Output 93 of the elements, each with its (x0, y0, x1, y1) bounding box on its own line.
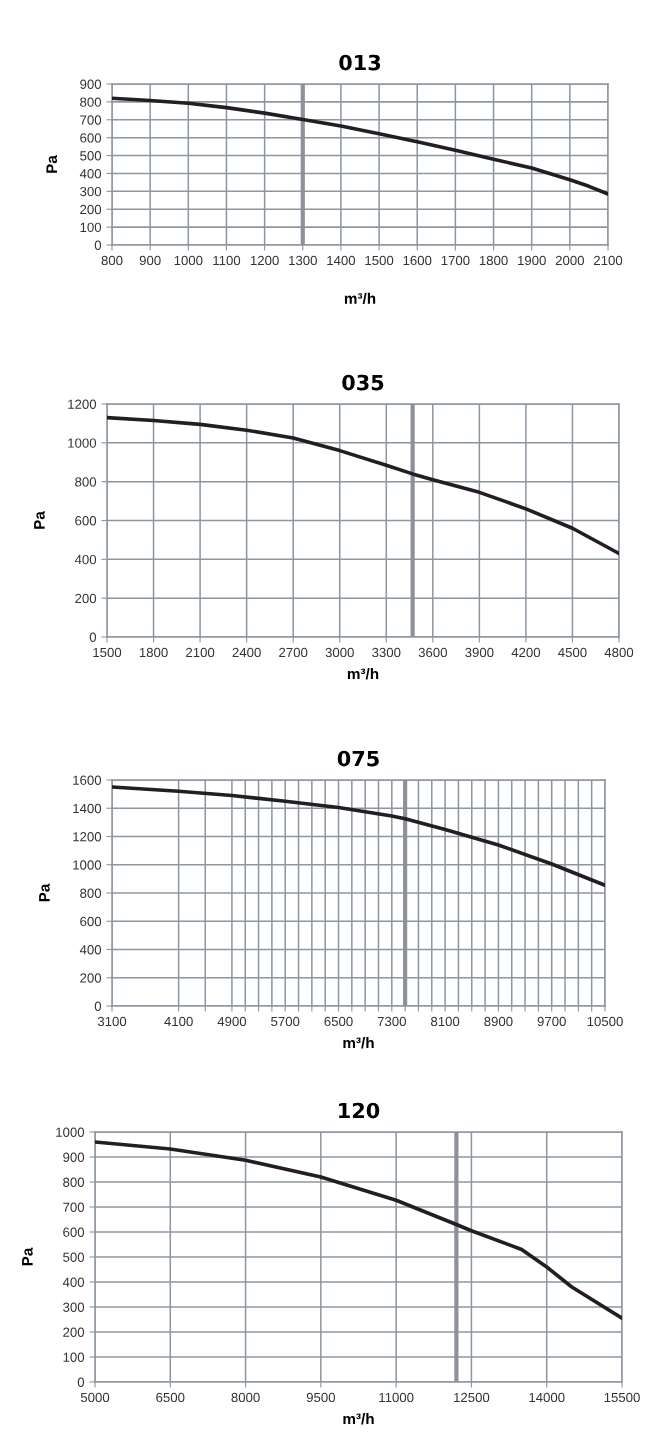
y-tick-label: 900 (63, 1152, 85, 1162)
x-tick-label: 9700 (537, 1016, 566, 1027)
x-tick-label: 1500 (93, 647, 122, 658)
x-tick-label: 3300 (372, 647, 401, 658)
x-tick-label: 3600 (418, 647, 447, 658)
x-tick-label: 8000 (231, 1392, 260, 1403)
x-tick-label: 4200 (511, 647, 541, 658)
y-tick-label: 800 (63, 1177, 85, 1187)
x-tick-label: 2100 (593, 255, 623, 266)
x-tick-label: 14000 (529, 1392, 565, 1403)
x-tick-label: 6500 (324, 1016, 353, 1027)
y-tick-label: 800 (80, 888, 102, 898)
x-tick-label: 5700 (271, 1016, 300, 1027)
x-tick-label: 4900 (217, 1016, 247, 1027)
x-tick-label: 900 (139, 255, 161, 266)
x-tick-label: 3900 (465, 647, 494, 658)
x-tick-label: 6500 (156, 1392, 185, 1403)
y-tick-label: 0 (94, 1001, 102, 1011)
y-tick-label: 300 (80, 186, 102, 197)
x-tick-label: 1900 (518, 255, 546, 266)
x-tick-label: 11000 (379, 1392, 414, 1403)
y-tick-label: 1000 (68, 438, 97, 448)
x-tick-label: 4800 (604, 647, 634, 658)
x-tick-label: 1800 (139, 647, 168, 658)
y-tick-label: 100 (80, 222, 102, 233)
x-tick-label: 1500 (365, 255, 394, 266)
x-tick-label: 10500 (587, 1016, 623, 1027)
y-tick-label: 1000 (56, 1127, 85, 1137)
y-tick-label: 600 (75, 516, 97, 526)
x-tick-label: 2000 (555, 255, 585, 266)
y-tick-label: 400 (74, 554, 97, 565)
x-tick-label: 12500 (454, 1392, 490, 1403)
y-tick-label: 500 (80, 151, 102, 161)
y-axis-title: Pa (22, 1247, 33, 1266)
y-tick-label: 600 (80, 916, 102, 927)
x-tick-label: 800 (101, 255, 123, 266)
x-tick-label: 1400 (327, 255, 356, 266)
x-tick-label: 1700 (441, 255, 470, 266)
y-tick-label: 500 (63, 1252, 85, 1262)
y-tick-label: 1600 (73, 775, 102, 785)
x-tick-label: 15500 (604, 1392, 640, 1403)
x-tick-label: 1300 (289, 255, 317, 266)
y-tick-label: 200 (80, 973, 102, 983)
y-tick-label: 100 (63, 1352, 85, 1362)
y-tick-label: 900 (80, 79, 102, 89)
y-tick-label: 200 (63, 1327, 85, 1337)
x-axis-title: m³/h (343, 1413, 374, 1425)
y-axis-title: Pa (39, 883, 50, 902)
y-tick-label: 400 (79, 945, 102, 955)
x-tick-label: 8100 (431, 1016, 460, 1027)
y-tick-label: 1000 (73, 860, 102, 870)
x-tick-label: 1200 (250, 255, 279, 266)
x-tick-label: 5000 (80, 1392, 110, 1403)
y-tick-label: 1400 (73, 803, 102, 814)
y-tick-label: 200 (80, 204, 102, 215)
chart-title: 120 (339, 1102, 380, 1119)
y-tick-label: 0 (89, 632, 97, 642)
x-tick-label: 3100 (97, 1016, 127, 1027)
x-tick-label: 2700 (279, 647, 308, 658)
chart-title: 013 (339, 54, 381, 71)
x-tick-label: 7300 (377, 1016, 406, 1027)
y-tick-label: 800 (80, 97, 102, 107)
x-tick-label: 1000 (174, 255, 203, 266)
y-tick-label: 1200 (68, 399, 97, 409)
x-axis-title: m³/h (344, 292, 376, 305)
x-tick-label: 3000 (325, 647, 354, 658)
y-axis-title: Pa (46, 155, 58, 173)
y-tick-label: 1200 (73, 832, 102, 842)
x-tick-label: 9500 (306, 1392, 336, 1403)
x-axis-title: m³/h (343, 1037, 374, 1049)
y-tick-label: 600 (63, 1227, 85, 1237)
y-tick-label: 700 (80, 115, 102, 125)
x-tick-label: 4500 (558, 647, 587, 658)
x-tick-label: 1100 (213, 255, 241, 266)
y-axis-title: Pa (34, 511, 45, 529)
x-tick-label: 2400 (232, 647, 261, 658)
x-axis-title: m³/h (347, 668, 379, 680)
y-tick-label: 0 (77, 1377, 85, 1387)
y-tick-label: 400 (79, 169, 102, 179)
x-tick-label: 1600 (403, 255, 432, 266)
y-tick-label: 300 (63, 1302, 85, 1312)
y-tick-label: 200 (75, 593, 97, 604)
y-tick-label: 0 (94, 240, 102, 250)
y-tick-label: 700 (63, 1202, 85, 1212)
y-tick-label: 600 (80, 133, 102, 143)
x-tick-label: 2100 (186, 647, 215, 658)
chart-title: 075 (337, 750, 379, 767)
x-tick-label: 8900 (484, 1016, 513, 1027)
x-tick-label: 4100 (164, 1016, 193, 1027)
x-tick-label: 1800 (479, 255, 508, 266)
y-tick-label: 400 (62, 1277, 85, 1287)
y-tick-label: 800 (75, 477, 97, 487)
chart-title: 035 (342, 374, 384, 391)
